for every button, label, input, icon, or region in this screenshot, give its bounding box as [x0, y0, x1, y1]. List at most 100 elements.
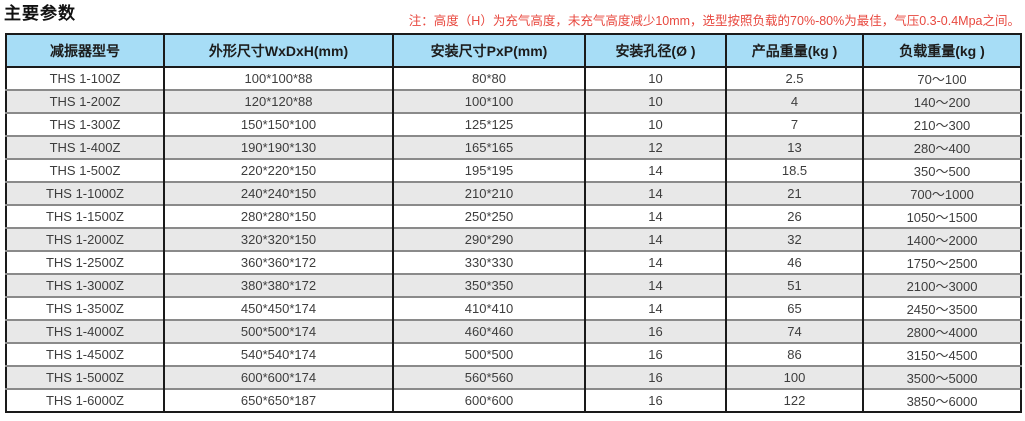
table-cell: 16 — [584, 342, 726, 366]
table-cell: 460*460 — [392, 319, 585, 343]
table-cell: THS 1-6000Z — [6, 388, 164, 412]
table-cell: 100*100 — [392, 89, 585, 113]
table-cell: 3500～5000 — [862, 365, 1021, 389]
table-cell: 380*380*172 — [163, 273, 393, 297]
table-cell: 16 — [584, 388, 726, 412]
table-cell: 3850～6000 — [862, 388, 1021, 412]
table-cell: 32 — [725, 227, 863, 251]
table-cell: 16 — [584, 319, 726, 343]
table-cell: 122 — [725, 388, 863, 412]
table-row: THS 1-4500Z 540*540*174 500*500 16 86 3150～45… — [6, 342, 1021, 366]
table-row: THS 1-400Z 190*190*130 165*165 12 13 280～400 — [6, 135, 1021, 159]
table-row: THS 1-300Z 150*150*100 125*125 10 7 210～300 — [6, 112, 1021, 136]
table-cell: 10 — [584, 112, 726, 136]
table-cell: 2450～3500 — [862, 296, 1021, 320]
table-cell: 10 — [584, 89, 726, 113]
table-cell: 450*450*174 — [163, 296, 393, 320]
table-cell: 280*280*150 — [163, 204, 393, 228]
table-body: THS 1-100Z 100*100*88 80*80 10 2.5 70～100 THS … — [6, 67, 1021, 412]
table-cell: THS 1-300Z — [6, 112, 164, 136]
table-cell: 7 — [725, 112, 863, 136]
table-cell: 120*120*88 — [163, 89, 393, 113]
table-cell: THS 1-200Z — [6, 89, 164, 113]
table-cell: 14 — [584, 273, 726, 297]
table-cell: 360*360*172 — [163, 250, 393, 274]
table-cell: 125*125 — [392, 112, 585, 136]
table-head: 减振器型号 外形尺寸WxDxH(mm) 安装尺寸PxP(mm) 安装孔径(Ø )… — [6, 34, 1021, 68]
table-cell: THS 1-1000Z — [6, 181, 164, 205]
table-cell: 12 — [584, 135, 726, 159]
table-cell: THS 1-4000Z — [6, 319, 164, 343]
table-cell: 350*350 — [392, 273, 585, 297]
table-cell: 330*330 — [392, 250, 585, 274]
table-cell: THS 1-4500Z — [6, 342, 164, 366]
table-cell: 540*540*174 — [163, 342, 393, 366]
table-row: THS 1-1500Z 280*280*150 250*250 14 26 1050～15… — [6, 204, 1021, 228]
header-outer-dimensions: 外形尺寸WxDxH(mm) — [163, 34, 393, 68]
table-cell: 210～300 — [862, 112, 1021, 136]
table-cell: 65 — [725, 296, 863, 320]
table-cell: 165*165 — [392, 135, 585, 159]
header-mounting-dimensions: 安装尺寸PxP(mm) — [392, 34, 585, 68]
table-cell: 16 — [584, 365, 726, 389]
table-cell: 290*290 — [392, 227, 585, 251]
table-cell: THS 1-5000Z — [6, 365, 164, 389]
table-cell: THS 1-400Z — [6, 135, 164, 159]
table-cell: 14 — [584, 296, 726, 320]
table-cell: 1050～1500 — [862, 204, 1021, 228]
table-cell: 2800～4000 — [862, 319, 1021, 343]
table-cell: 650*650*187 — [163, 388, 393, 412]
page-title: 主要参数 — [4, 4, 76, 23]
table-cell: 13 — [725, 135, 863, 159]
table-cell: THS 1-3500Z — [6, 296, 164, 320]
table-cell: 14 — [584, 227, 726, 251]
table-row: THS 1-3500Z 450*450*174 410*410 14 65 2450～35… — [6, 296, 1021, 320]
table-cell: 195*195 — [392, 158, 585, 182]
table-cell: 350～500 — [862, 158, 1021, 182]
table-cell: 410*410 — [392, 296, 585, 320]
usage-note: 注：高度（H）为充气高度，未充气高度减少10mm，选型按照负载的70%-80%为… — [408, 14, 1020, 28]
table-row: THS 1-2500Z 360*360*172 330*330 14 46 1750～25… — [6, 250, 1021, 274]
table-cell: 320*320*150 — [163, 227, 393, 251]
table-cell: 100 — [725, 365, 863, 389]
table-cell: THS 1-2500Z — [6, 250, 164, 274]
table-cell: 14 — [584, 158, 726, 182]
table-cell: 240*240*150 — [163, 181, 393, 205]
table-cell: 70～100 — [862, 67, 1021, 90]
table-row: THS 1-500Z 220*220*150 195*195 14 18.5 350～50… — [6, 158, 1021, 182]
table-cell: 220*220*150 — [163, 158, 393, 182]
table-row: THS 1-3000Z 380*380*172 350*350 14 51 2100～30… — [6, 273, 1021, 297]
header-model: 减振器型号 — [6, 34, 164, 68]
table-cell: 4 — [725, 89, 863, 113]
table-cell: 210*210 — [392, 181, 585, 205]
table-cell: 140～200 — [862, 89, 1021, 113]
table-cell: 600*600*174 — [163, 365, 393, 389]
table-cell: 26 — [725, 204, 863, 228]
parameters-table: 减振器型号 外形尺寸WxDxH(mm) 安装尺寸PxP(mm) 安装孔径(Ø )… — [5, 33, 1022, 413]
header-hole-diameter: 安装孔径(Ø ) — [584, 34, 726, 68]
table-cell: 14 — [584, 250, 726, 274]
table-cell: 14 — [584, 181, 726, 205]
table-cell: 600*600 — [392, 388, 585, 412]
table-cell: THS 1-100Z — [6, 67, 164, 90]
table-cell: 2100～3000 — [862, 273, 1021, 297]
table-cell: 500*500*174 — [163, 319, 393, 343]
table-cell: 700～1000 — [862, 181, 1021, 205]
header-load-weight: 负载重量(kg ) — [862, 34, 1021, 68]
table-cell: 21 — [725, 181, 863, 205]
table-cell: 280～400 — [862, 135, 1021, 159]
table-row: THS 1-100Z 100*100*88 80*80 10 2.5 70～100 — [6, 67, 1021, 90]
table-cell: 250*250 — [392, 204, 585, 228]
table-cell: 46 — [725, 250, 863, 274]
table-cell: 2.5 — [725, 67, 863, 90]
table-cell: 80*80 — [392, 67, 585, 90]
table-row: THS 1-4000Z 500*500*174 460*460 16 74 2800～40… — [6, 319, 1021, 343]
table-cell: 51 — [725, 273, 863, 297]
table-cell: 560*560 — [392, 365, 585, 389]
table-cell: 86 — [725, 342, 863, 366]
table-cell: 1750～2500 — [862, 250, 1021, 274]
table-cell: THS 1-1500Z — [6, 204, 164, 228]
table-cell: THS 1-3000Z — [6, 273, 164, 297]
table-cell: 10 — [584, 67, 726, 90]
